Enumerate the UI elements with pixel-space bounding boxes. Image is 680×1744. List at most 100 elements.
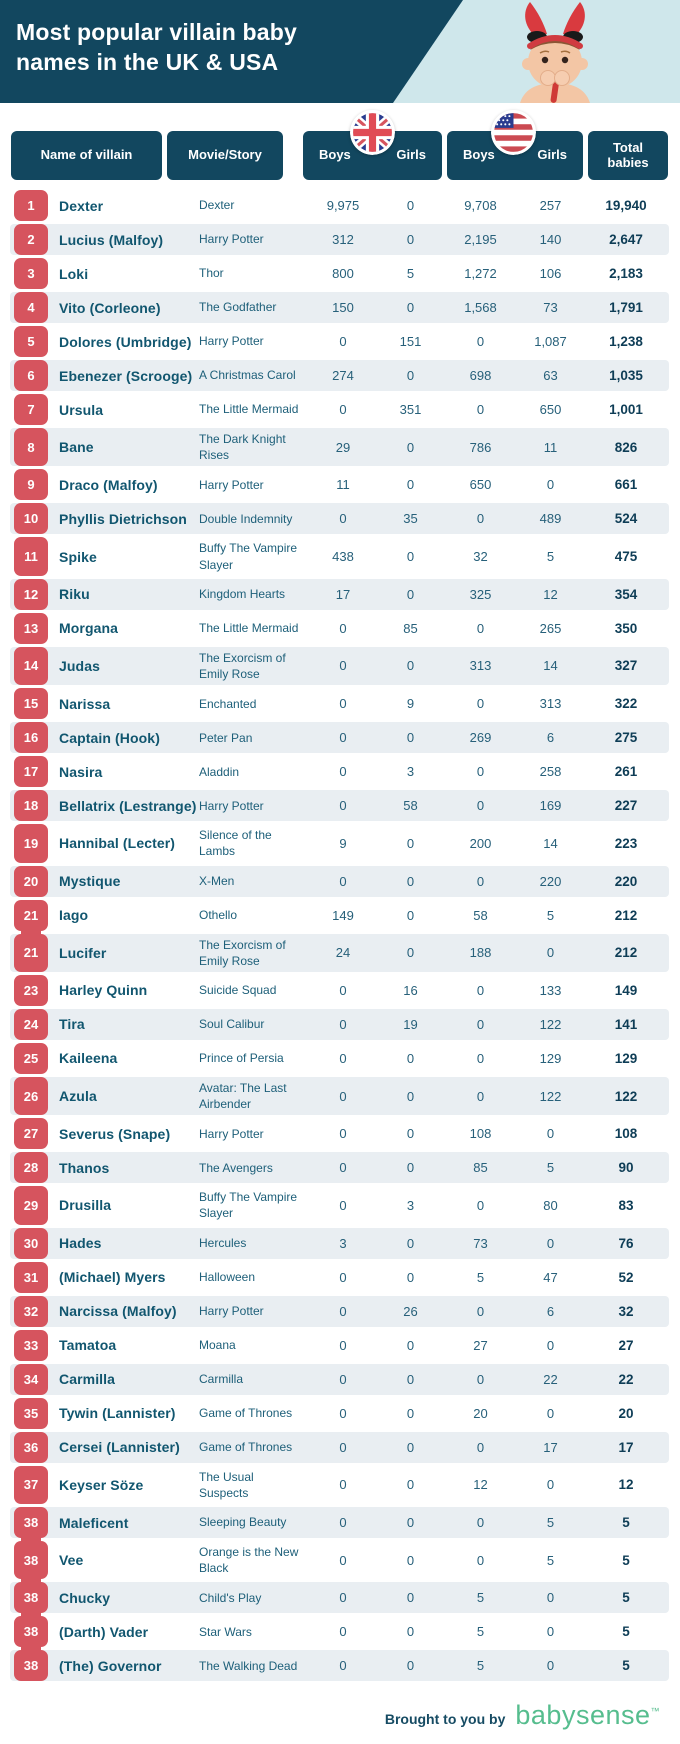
rank-badge: 10 [14, 503, 48, 535]
uk-boys-count: 0 [339, 696, 347, 712]
uk-boys-count: 0 [339, 511, 347, 527]
us-girls-count: 5 [546, 1160, 555, 1176]
uk-girls-count: 0 [406, 1050, 415, 1066]
total-babies-count: 275 [614, 730, 638, 746]
uk-girls-count: 3 [406, 764, 415, 780]
us-boys-count: 9,708 [464, 198, 497, 213]
uk-girls-count: 0 [406, 586, 415, 602]
total-babies-count: 212 [614, 907, 638, 923]
total-babies-count: 322 [614, 696, 638, 712]
table-row: 35 Tywin (Lannister) Game of Thrones 0 0… [10, 1397, 669, 1429]
us-boys-count: 0 [476, 1552, 485, 1568]
us-boys-count: 73 [473, 1235, 488, 1251]
total-babies-count: 76 [618, 1235, 634, 1251]
villain-name: Morgana [59, 620, 119, 637]
villain-name: Keyser Söze [59, 1476, 144, 1493]
us-boys-count: 0 [476, 1303, 485, 1319]
us-boys-count: 5 [476, 1624, 485, 1640]
uk-girls-count: 26 [403, 1303, 418, 1319]
movie-title: Halloween [199, 1270, 256, 1285]
villain-name: Harley Quinn [59, 982, 148, 999]
uk-girls-count: 0 [406, 1658, 415, 1674]
us-boys-count: 0 [476, 402, 485, 417]
uk-boys-count: 0 [339, 1515, 347, 1530]
uk-girls-count: 0 [406, 835, 415, 851]
page-title: Most popular villain baby names in the U… [16, 17, 297, 78]
villain-name: Vito (Corleone) [59, 299, 161, 316]
movie-title: X-Men [199, 873, 235, 888]
rank-badge: 18 [14, 790, 48, 822]
uk-boys-count: 312 [332, 232, 354, 247]
total-babies-count: 32 [618, 1303, 634, 1319]
villain-name: Tamatoa [59, 1337, 117, 1354]
uk-boys-count: 0 [339, 1160, 347, 1176]
table-row: 24 Tira Soul Calibur 0 19 0 122 141 [10, 1008, 669, 1040]
villain-name: Dolores (Umbridge) [59, 333, 192, 350]
total-babies-count: 1,001 [609, 402, 643, 417]
villain-name: Azula [59, 1088, 97, 1105]
villain-name: Severus (Snape) [59, 1125, 171, 1142]
column-header-name: Name of villain [11, 131, 162, 180]
baby-devil-image [520, 2, 590, 103]
total-babies-count: 1,791 [609, 300, 643, 315]
rank-badge: 3 [14, 258, 48, 289]
villain-name: Drusilla [59, 1197, 112, 1214]
table-row: 38 Chucky Child's Play 0 0 5 0 5 [10, 1578, 669, 1614]
us-girls-count: 0 [546, 1405, 555, 1421]
movie-title: Harry Potter [199, 1126, 264, 1141]
us-girls-count: 106 [539, 266, 562, 281]
movie-title: Suicide Squad [199, 983, 277, 998]
us-boys-count: 85 [473, 1160, 488, 1176]
us-girls-count: 313 [539, 696, 562, 712]
us-girls-count: 169 [539, 798, 562, 814]
page-title-line2: names in the UK & USA [16, 49, 279, 76]
us-boys-count: 1,568 [464, 300, 497, 315]
movie-title: Sleeping Beauty [199, 1515, 287, 1530]
movie-title: Soul Calibur [199, 1017, 265, 1032]
us-boys-count: 32 [473, 549, 488, 565]
rank-badge: 13 [14, 612, 48, 644]
uk-girls-count: 0 [406, 1371, 415, 1387]
rank-badge: 1 [14, 190, 48, 221]
us-boys-count: 0 [476, 982, 485, 998]
table-row: 25 Kaileena Prince of Persia 0 0 0 129 1… [10, 1042, 669, 1074]
total-babies-count: 5 [622, 1658, 630, 1674]
uk-girls-count: 0 [406, 730, 415, 746]
rank-badge: 30 [14, 1227, 48, 1259]
us-girls-count: 257 [539, 198, 562, 213]
uk-girls-count: 0 [406, 658, 415, 674]
uk-girls-count: 0 [406, 232, 415, 247]
rank-badge: 34 [14, 1363, 48, 1395]
total-babies-count: 826 [614, 439, 638, 455]
rank-badge: 12 [14, 578, 48, 610]
uk-girls-count: 58 [403, 798, 418, 814]
table-row: 37 Keyser Söze The Usual Suspects 0 0 12… [10, 1465, 669, 1504]
total-babies-count: 354 [614, 586, 638, 602]
us-boys-count: 0 [476, 511, 485, 527]
uk-girls-count: 0 [406, 1337, 415, 1353]
us-boys-count: 5 [476, 1269, 485, 1285]
movie-title: The Walking Dead [199, 1658, 298, 1673]
us-girls-count: 6 [546, 730, 555, 746]
movie-title: Game of Thrones [199, 1440, 293, 1455]
uk-boys-count: 0 [339, 1016, 347, 1032]
uk-boys-count: 0 [339, 658, 347, 674]
us-girls-count: 5 [546, 1552, 555, 1568]
rank-badge: 38 [14, 1578, 48, 1614]
total-babies-count: 17 [618, 1439, 634, 1455]
table-row: 8 Bane The Dark Knight Rises 29 0 786 11… [10, 428, 669, 467]
movie-title: Hercules [199, 1236, 247, 1251]
rank-badge: 2 [14, 224, 48, 255]
table-row: 32 Narcissa (Malfoy) Harry Potter 0 26 0… [10, 1295, 669, 1327]
rank-badge: 11 [14, 537, 48, 576]
total-babies-count: 12 [618, 1477, 634, 1493]
uk-boys-count: 3 [339, 1235, 347, 1251]
uk-girls-count: 0 [406, 439, 415, 455]
uk-girls-count: 0 [406, 1088, 415, 1104]
us-girls-count: 80 [543, 1197, 558, 1213]
villain-name: Maleficent [59, 1514, 129, 1531]
uk-girls-count: 3 [406, 1197, 415, 1213]
uk-boys-count: 800 [332, 266, 354, 281]
total-babies-count: 661 [614, 477, 638, 493]
